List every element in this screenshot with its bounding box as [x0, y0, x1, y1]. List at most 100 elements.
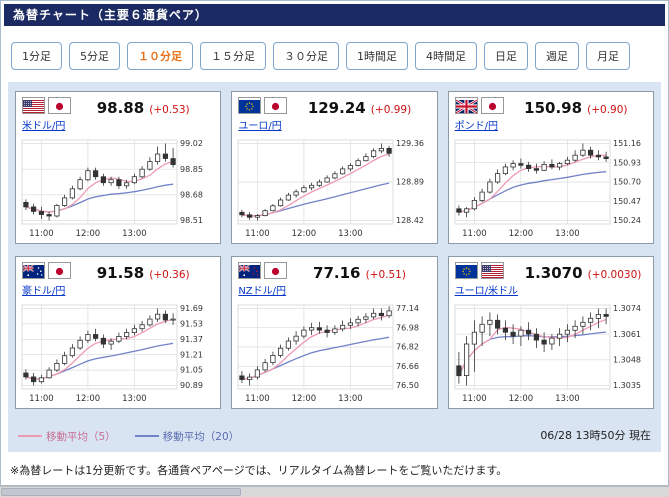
- candlestick-chart: 11:00 12:00 13:00 77.14 76.98 76.82 76.66 76.50: [237, 304, 419, 404]
- svg-text:11:00: 11:00: [462, 229, 487, 239]
- last-updated-timestamp: 06/28 13時50分 現在: [540, 428, 651, 442]
- ma20-label: 移動平均（20）: [162, 431, 240, 443]
- svg-text:76.82: 76.82: [396, 343, 419, 352]
- quote: 98.88 (+0.53): [71, 97, 215, 117]
- svg-text:12:00: 12:00: [292, 229, 317, 239]
- footnote: ※為替レートは1分更新です。各通貨ペアページでは、リアルタイム為替レートをご覧い…: [10, 464, 508, 477]
- svg-text:91.69: 91.69: [180, 304, 203, 313]
- timeframe-button-8[interactable]: 週足: [535, 42, 579, 70]
- flag-jp-icon: [48, 262, 71, 279]
- svg-text:91.37: 91.37: [180, 335, 203, 344]
- panel-header: ポンド/円 150.98 (+0.90): [452, 95, 650, 135]
- svg-text:12:00: 12:00: [76, 394, 101, 404]
- svg-text:13:00: 13:00: [122, 394, 147, 404]
- pair-link[interactable]: ポンド/円: [454, 121, 499, 132]
- flag-us-icon: [480, 262, 504, 279]
- horizontal-scrollbar[interactable]: [0, 486, 669, 497]
- quote: 91.58 (+0.36): [71, 262, 215, 282]
- pair-link[interactable]: 米ドル/円: [22, 121, 66, 132]
- price-value: 1.3070: [524, 264, 583, 282]
- flag-jp-icon: [264, 262, 288, 279]
- svg-text:151.16: 151.16: [613, 139, 641, 148]
- timeframe-button-9[interactable]: 月足: [586, 42, 630, 70]
- svg-text:99.02: 99.02: [180, 139, 203, 148]
- ma5-label: 移動平均（5）: [46, 431, 116, 443]
- panel-header: 豪ドル/円 91.58 (+0.36): [19, 260, 217, 300]
- chart-panel-0: 米ドル/円 98.88 (+0.53) 11:00 12:00 13:00 99.02 98…: [15, 91, 222, 244]
- svg-text:11:00: 11:00: [29, 394, 54, 404]
- candlestick-chart: 11:00 12:00 13:00 99.02 98.85 98.68 98.51: [21, 139, 203, 239]
- svg-text:1.3074: 1.3074: [613, 304, 641, 313]
- price-value: 129.24: [307, 99, 366, 117]
- timeframe-button-3[interactable]: １５分足: [200, 42, 266, 70]
- svg-text:12:00: 12:00: [292, 394, 317, 404]
- timeframe-button-7[interactable]: 日足: [484, 42, 528, 70]
- flag-jp-icon: [48, 97, 71, 114]
- svg-text:98.51: 98.51: [180, 216, 203, 225]
- flag-eu-icon: [454, 262, 478, 279]
- svg-text:1.3048: 1.3048: [613, 355, 641, 364]
- svg-text:90.89: 90.89: [180, 381, 203, 390]
- svg-text:76.50: 76.50: [396, 381, 419, 390]
- svg-text:12:00: 12:00: [508, 394, 533, 404]
- chart-panel-1: ユーロ/円 129.24 (+0.99) 11:00 12:00 13:00 129.36…: [231, 91, 438, 244]
- svg-text:91.53: 91.53: [180, 320, 203, 329]
- pair-link[interactable]: ユーロ/円: [238, 121, 282, 132]
- timeframe-button-2[interactable]: １０分足: [127, 42, 193, 70]
- scrollbar-thumb[interactable]: [1, 488, 241, 496]
- svg-text:77.14: 77.14: [396, 304, 419, 313]
- svg-text:128.42: 128.42: [396, 216, 424, 225]
- svg-text:12:00: 12:00: [508, 229, 533, 239]
- pair-link[interactable]: NZドル/円: [238, 286, 287, 297]
- candlestick-chart: 11:00 12:00 13:00 129.36 128.89 128.42: [237, 139, 424, 239]
- svg-text:11:00: 11:00: [29, 229, 54, 239]
- flag-eu-icon: [238, 97, 262, 114]
- price-change: (+0.0030): [587, 269, 642, 281]
- pair-link[interactable]: ユーロ/米ドル: [454, 286, 519, 297]
- svg-text:129.36: 129.36: [396, 139, 424, 148]
- svg-text:13:00: 13:00: [338, 229, 363, 239]
- flag-pair: [454, 262, 518, 279]
- moving-average-legend: 移動平均（5） 移動平均（20）: [18, 425, 239, 444]
- flag-pair: [238, 262, 288, 279]
- price-change: (+0.51): [365, 269, 406, 281]
- svg-text:11:00: 11:00: [462, 394, 487, 404]
- candlestick-chart: 11:00 12:00 13:00 91.69 91.53 91.37 91.21 91.05…: [21, 304, 203, 404]
- price-value: 150.98: [524, 99, 583, 117]
- svg-text:13:00: 13:00: [555, 229, 580, 239]
- panel-header: NZドル/円 77.16 (+0.51): [235, 260, 433, 300]
- panel-header: ユーロ/米ドル 1.3070 (+0.0030): [452, 260, 650, 300]
- timeframe-button-5[interactable]: 1時間足: [346, 42, 408, 70]
- svg-text:1.3035: 1.3035: [613, 381, 641, 390]
- quote: 77.16 (+0.51): [287, 262, 431, 282]
- quote: 1.3070 (+0.0030): [518, 262, 648, 282]
- timeframe-button-6[interactable]: 4時間足: [415, 42, 477, 70]
- flag-pair: [238, 97, 288, 114]
- price-change: (+0.90): [587, 104, 628, 116]
- candlestick-chart: 11:00 12:00 13:00 1.3074 1.3061 1.3048 1.3035: [454, 304, 641, 404]
- flag-pair: [22, 262, 71, 279]
- pair-link[interactable]: 豪ドル/円: [22, 286, 66, 297]
- ma5-line-icon: [18, 434, 42, 437]
- candlestick-chart: 11:00 12:00 13:00 151.16 150.93 150.70 150.47 1…: [454, 139, 641, 239]
- svg-text:12:00: 12:00: [76, 229, 101, 239]
- svg-text:76.66: 76.66: [396, 362, 419, 371]
- price-change: (+0.53): [149, 104, 190, 116]
- svg-text:1.3061: 1.3061: [613, 330, 641, 339]
- price-value: 98.88: [96, 99, 145, 117]
- chart-panel-3: 豪ドル/円 91.58 (+0.36) 11:00 12:00 13:00 91.69 91…: [15, 256, 222, 409]
- svg-text:11:00: 11:00: [245, 229, 270, 239]
- flag-jp-icon: [480, 97, 504, 114]
- chart-panel-4: NZドル/円 77.16 (+0.51) 11:00 12:00 13:00 77.14 7…: [231, 256, 438, 409]
- price-value: 77.16: [313, 264, 361, 282]
- chart-area: 米ドル/円 98.88 (+0.53) 11:00 12:00 13:00 99.02 98…: [8, 82, 661, 452]
- legend-row: 移動平均（5） 移動平均（20） 06/28 13時50分 現在: [15, 425, 654, 444]
- timeframe-button-4[interactable]: ３０分足: [273, 42, 339, 70]
- timeframe-button-0[interactable]: 1分足: [11, 42, 62, 70]
- svg-text:128.89: 128.89: [396, 178, 424, 187]
- flag-jp-icon: [264, 97, 288, 114]
- price-change: (+0.99): [370, 104, 412, 116]
- flag-pair: [22, 97, 71, 114]
- timeframe-button-1[interactable]: 5分足: [69, 42, 120, 70]
- svg-text:98.85: 98.85: [180, 165, 203, 174]
